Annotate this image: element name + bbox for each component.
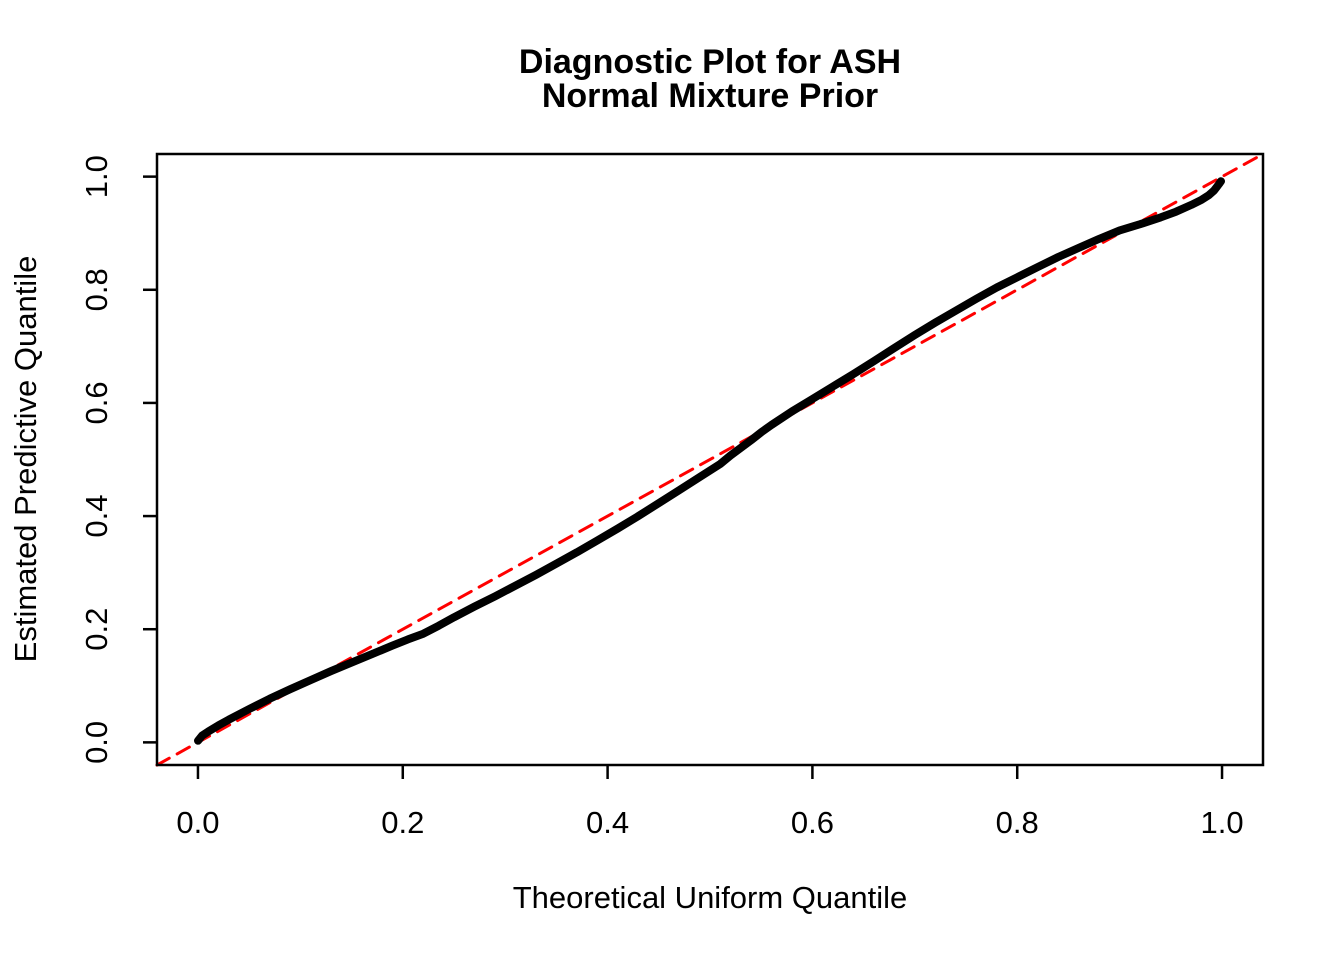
series-layer bbox=[155, 152, 1265, 767]
y-tick-label: 0.2 bbox=[79, 608, 114, 651]
chart-title-line-2: Normal Mixture Prior bbox=[542, 77, 878, 115]
x-axis: 0.0 0.2 0.4 0.6 0.8 1.0 bbox=[176, 766, 1244, 840]
x-axis-title: Theoretical Uniform Quantile bbox=[513, 880, 908, 915]
y-tick-label: 0.6 bbox=[79, 381, 114, 424]
estimated-predictive-quantile-curve bbox=[194, 177, 1225, 745]
y-tick-label: 0.0 bbox=[79, 721, 114, 764]
y-tick-label: 1.0 bbox=[79, 155, 114, 198]
x-tick-label: 0.2 bbox=[381, 805, 424, 840]
plot-box bbox=[155, 152, 1265, 767]
x-tick-label: 0.0 bbox=[176, 805, 219, 840]
y-axis: 0.0 0.2 0.4 0.6 0.8 1.0 bbox=[79, 155, 156, 764]
y-tick-label: 0.4 bbox=[79, 495, 114, 538]
x-tick-label: 0.4 bbox=[586, 805, 629, 840]
y-axis-title: Estimated Predictive Quantile bbox=[8, 256, 43, 663]
x-tick-label: 1.0 bbox=[1200, 805, 1243, 840]
x-tick-label: 0.8 bbox=[996, 805, 1039, 840]
x-tick-label: 0.6 bbox=[791, 805, 834, 840]
y-tick-label: 0.8 bbox=[79, 268, 114, 311]
chart-title-line-1: Diagnostic Plot for ASH bbox=[519, 43, 901, 81]
